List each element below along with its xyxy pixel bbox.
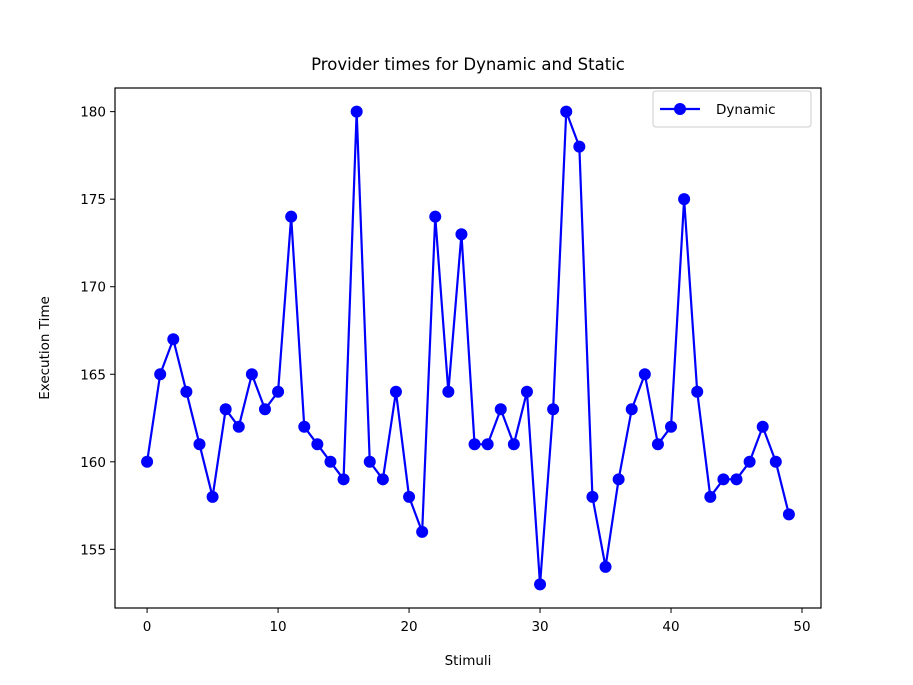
data-point [547,403,560,416]
data-point [494,403,507,416]
legend-marker-swatch [674,103,686,115]
data-point [272,385,285,398]
data-point [324,455,337,468]
data-point [665,420,678,433]
data-point [704,490,717,503]
data-point [167,333,180,346]
data-point [586,490,599,503]
data-point [599,560,612,573]
plot-area [141,105,795,591]
x-axis-label: Stimuli [445,653,492,669]
data-point [520,385,533,398]
data-point [691,385,704,398]
y-tick-label: 180 [80,105,106,121]
data-point [455,228,468,241]
data-point [717,473,730,486]
data-point [403,490,416,503]
data-point [389,385,402,398]
data-point [651,438,664,451]
axes-frame [114,87,822,609]
y-tick-label: 175 [80,192,106,208]
y-tick-label: 155 [80,542,106,558]
data-point [468,438,481,451]
chart-title: Provider times for Dynamic and Static [311,55,625,74]
data-point [311,438,324,451]
y-axis: 155 160 165 170 175 180 [80,105,115,558]
data-point [363,455,376,468]
data-point [180,385,193,398]
data-point [298,420,311,433]
y-tick-label: 160 [80,455,106,471]
data-point [534,578,547,591]
y-tick-label: 165 [80,367,106,383]
data-point [350,105,363,118]
data-point [638,368,651,381]
data-point [232,420,245,433]
data-point [245,368,258,381]
data-point [507,438,520,451]
data-point [193,438,206,451]
data-point [206,490,219,503]
y-tick-label: 170 [80,280,106,296]
data-point [756,420,769,433]
data-point [730,473,743,486]
y-axis-label: Execution Time [37,296,53,400]
data-point [769,455,782,468]
x-axis: 0 10 20 30 40 50 [143,608,811,635]
data-point [625,403,638,416]
data-point [141,455,154,468]
data-point [416,525,429,538]
data-point [743,455,756,468]
data-point [258,403,271,416]
data-point [481,438,494,451]
data-point [285,210,298,223]
data-point [154,368,167,381]
x-tick-label: 50 [793,619,810,635]
legend: Dynamic [652,90,812,128]
x-tick-label: 40 [662,619,679,635]
data-point [782,508,795,521]
legend-box [652,90,812,128]
data-point [376,473,389,486]
series-line-dynamic [146,110,790,586]
x-tick-label: 0 [143,619,152,635]
data-point [560,105,573,118]
data-point [573,140,586,153]
data-point [219,403,232,416]
data-point [612,473,625,486]
x-tick-label: 10 [269,619,286,635]
x-tick-label: 30 [531,619,548,635]
legend-entry-dynamic: Dynamic [716,102,776,118]
x-tick-label: 20 [400,619,417,635]
data-point [429,210,442,223]
data-point [337,473,350,486]
data-point [678,193,691,206]
data-point [442,385,455,398]
